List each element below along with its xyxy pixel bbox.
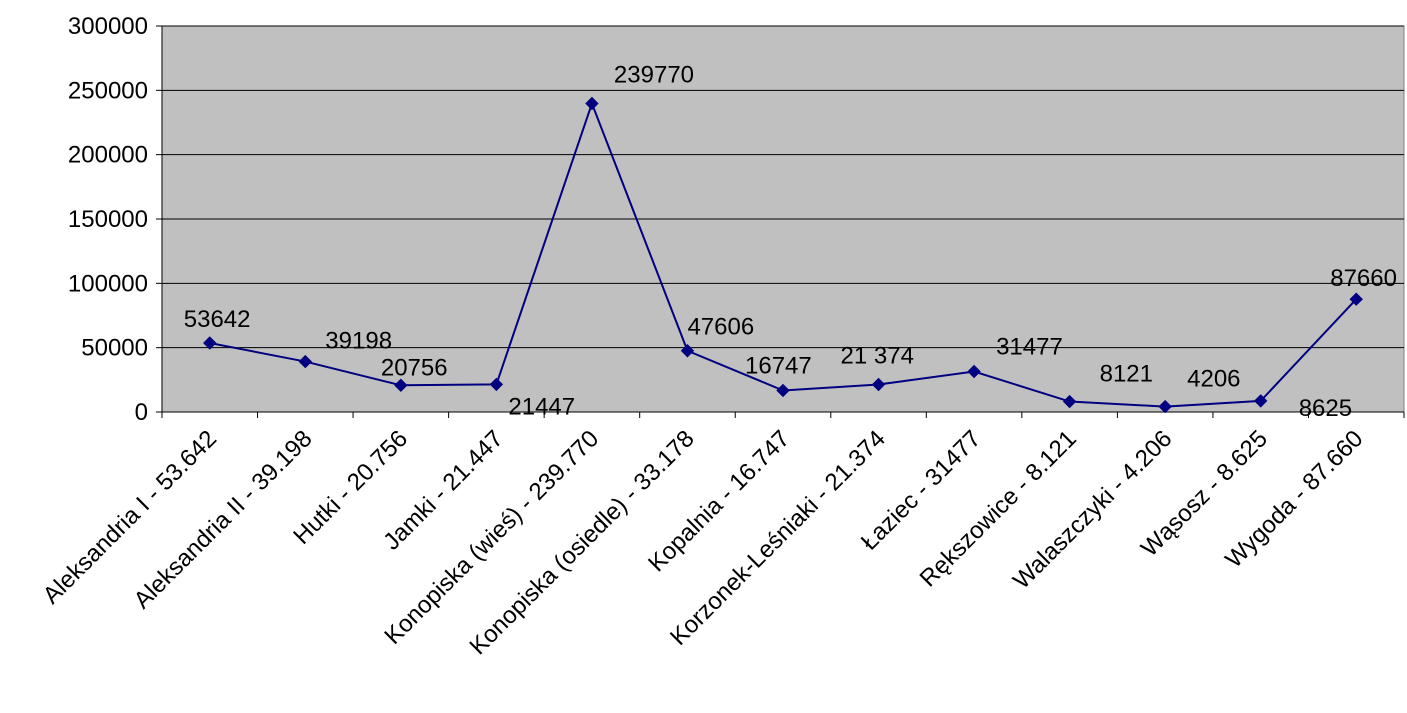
data-label: 87660 <box>1330 265 1397 292</box>
series <box>203 96 1363 414</box>
data-label: 21447 <box>508 393 575 420</box>
data-point-marker <box>871 377 886 392</box>
data-point-marker <box>1349 292 1363 306</box>
data-point-marker <box>967 364 981 379</box>
y-axis: 0 50000 100000 150000 200000 250000 300000 <box>68 13 163 426</box>
data-point-marker <box>298 354 313 369</box>
data-point-marker <box>1158 399 1172 414</box>
x-category-label: Aleksandria I - 53.642 <box>38 425 222 609</box>
data-point-marker <box>776 383 790 398</box>
data-label: 21 374 <box>841 342 914 369</box>
data-point-marker <box>1062 394 1077 409</box>
x-category-label: Walaszczyki - 4.206 <box>1008 425 1177 594</box>
y-tick-label: 150000 <box>68 206 148 233</box>
data-label: 39198 <box>325 328 392 355</box>
data-label: 8625 <box>1299 395 1352 422</box>
gridlines <box>162 25 1404 349</box>
data-point-marker <box>1253 394 1268 408</box>
y-tick-label: 200000 <box>68 142 148 169</box>
y-tick-label: 250000 <box>68 77 148 104</box>
data-point-marker <box>203 336 217 350</box>
data-point-marker <box>394 378 408 393</box>
x-category-label: Aleksandria II - 39.198 <box>129 425 318 614</box>
y-tick-label: 100000 <box>68 270 148 297</box>
data-label: 53642 <box>184 306 251 333</box>
data-label: 20756 <box>381 354 448 381</box>
y-tick-label: 300000 <box>68 13 148 40</box>
y-tick-label: 50000 <box>81 335 148 362</box>
data-label: 31477 <box>996 333 1063 360</box>
x-category-label: Rększowice - 8.121 <box>915 425 1082 592</box>
data-label: 4206 <box>1187 366 1240 393</box>
data-point-marker <box>680 344 695 358</box>
data-label: 8121 <box>1100 361 1153 388</box>
data-point-marker <box>585 96 599 111</box>
y-tick-label: 0 <box>135 399 148 426</box>
data-label: 16747 <box>745 352 812 379</box>
data-label: 47606 <box>687 314 754 341</box>
data-label: 239770 <box>614 61 694 88</box>
data-point-marker <box>489 377 504 392</box>
